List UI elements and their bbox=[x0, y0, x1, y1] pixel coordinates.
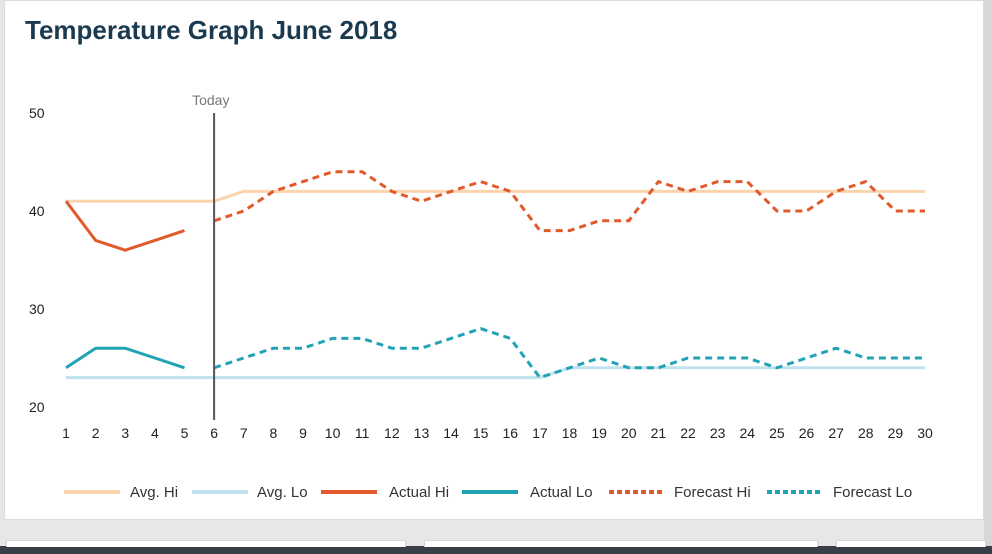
legend-label: Forecast Hi bbox=[674, 484, 751, 501]
x-tick-label: 12 bbox=[384, 425, 400, 441]
x-tick-label: 19 bbox=[591, 425, 607, 441]
x-tick-label: 17 bbox=[532, 425, 548, 441]
bottom-bar bbox=[0, 546, 992, 554]
legend-label: Actual Hi bbox=[389, 484, 449, 501]
chart-title: Temperature Graph June 2018 bbox=[25, 15, 398, 45]
next-card-left bbox=[6, 540, 406, 547]
next-card-right bbox=[836, 540, 986, 547]
x-tick-label: 23 bbox=[710, 425, 726, 441]
series-line-actual-hi bbox=[64, 200, 185, 252]
legend-label: Avg. Lo bbox=[257, 484, 308, 501]
legend-label: Avg. Hi bbox=[130, 484, 178, 501]
series-line-forecast-hi bbox=[213, 170, 925, 233]
series-layer bbox=[64, 170, 925, 380]
x-tick-label: 10 bbox=[325, 425, 341, 441]
x-tick-label: 21 bbox=[651, 425, 667, 441]
x-tick-label: 4 bbox=[151, 425, 159, 441]
y-axis-ticks: 20 30 40 50 bbox=[29, 105, 45, 415]
x-tick-label: 20 bbox=[621, 425, 637, 441]
x-tick-label: 14 bbox=[443, 425, 459, 441]
series-line-avg-hi bbox=[66, 189, 925, 203]
x-tick-label: 27 bbox=[828, 425, 844, 441]
x-axis-ticks: 1 2 3 4 5 6 7 8 9 10 11 12 13 14 15 16 17 18 19 20 21 22 23 24 2… bbox=[62, 425, 933, 441]
today-label: Today bbox=[192, 92, 229, 108]
x-tick-label: 9 bbox=[299, 425, 307, 441]
x-tick-label: 5 bbox=[181, 425, 189, 441]
x-tick-label: 24 bbox=[739, 425, 755, 441]
x-tick-label: 22 bbox=[680, 425, 696, 441]
x-tick-label: 8 bbox=[269, 425, 277, 441]
series-line-avg-lo bbox=[66, 366, 925, 380]
series-line-forecast-lo bbox=[213, 327, 925, 380]
today-marker: Today bbox=[192, 92, 229, 420]
y-tick-label: 40 bbox=[29, 203, 45, 219]
y-tick-label: 30 bbox=[29, 301, 45, 317]
x-tick-label: 16 bbox=[503, 425, 519, 441]
x-tick-label: 6 bbox=[210, 425, 218, 441]
x-tick-label: 7 bbox=[240, 425, 248, 441]
x-tick-label: 30 bbox=[917, 425, 933, 441]
next-card-middle bbox=[424, 540, 818, 547]
legend: Avg. Hi Avg. Lo Actual Hi Actual Lo Forecast… bbox=[64, 484, 912, 501]
x-tick-label: 26 bbox=[799, 425, 815, 441]
chart-card bbox=[4, 0, 984, 520]
x-tick-label: 28 bbox=[858, 425, 874, 441]
x-tick-label: 13 bbox=[414, 425, 430, 441]
y-tick-label: 50 bbox=[29, 105, 45, 121]
x-tick-label: 25 bbox=[769, 425, 785, 441]
x-tick-label: 3 bbox=[121, 425, 129, 441]
y-tick-label: 20 bbox=[29, 399, 45, 415]
legend-label: Forecast Lo bbox=[833, 484, 912, 501]
x-tick-label: 15 bbox=[473, 425, 489, 441]
x-tick-label: 1 bbox=[62, 425, 70, 441]
scroll-gutter bbox=[984, 0, 992, 554]
x-tick-label: 29 bbox=[888, 425, 904, 441]
series-line-actual-lo bbox=[65, 346, 185, 370]
x-tick-label: 18 bbox=[562, 425, 578, 441]
x-tick-label: 11 bbox=[355, 425, 370, 441]
x-tick-label: 2 bbox=[92, 425, 100, 441]
legend-label: Actual Lo bbox=[530, 484, 593, 501]
